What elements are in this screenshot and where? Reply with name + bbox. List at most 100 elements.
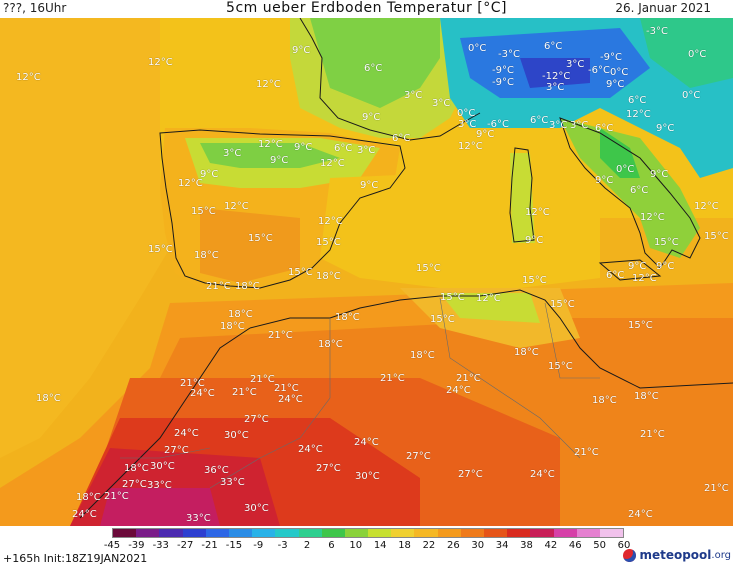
temperature-label: 15°C (704, 231, 729, 242)
temperature-label: 30°C (355, 471, 380, 482)
temperature-map[interactable]: 12°C 12°C 12°C 9°C 6°C 0°C -3°C 6°C -3°C -9°C 0°C -… (0, 18, 733, 526)
temperature-label: 21°C (206, 281, 231, 292)
temperature-label: 6°C (628, 95, 647, 106)
logo-suffix: .org (711, 549, 731, 561)
color-scale-swatch (484, 529, 508, 537)
temperature-label: 24°C (278, 394, 303, 405)
temperature-label: -3°C (646, 26, 668, 37)
temperature-label: 21°C (456, 373, 481, 384)
temperature-label: 21°C (380, 373, 405, 384)
temperature-label: 27°C (406, 451, 431, 462)
color-scale-tick: 22 (422, 540, 436, 551)
temperature-label: 6°C (595, 123, 614, 134)
temperature-label: 15°C (316, 237, 341, 248)
temperature-label: 24°C (628, 509, 653, 520)
color-scale-ticks: -45 -39 -33 -27 -21 -15 -9 -3 2 6 10 14 18 22 26 30 34 38… (104, 540, 631, 552)
color-scale-swatch (530, 529, 554, 537)
color-scale-tick: 18 (398, 540, 411, 551)
temperature-label: 3°C (357, 145, 376, 156)
temperature-label: 18°C (76, 492, 101, 503)
temperature-label: 18°C (634, 391, 659, 402)
color-scale-tick: 14 (373, 540, 387, 551)
temperature-label: 15°C (550, 299, 575, 310)
color-scale-tick: 60 (617, 540, 631, 551)
temperature-label: 33°C (186, 513, 211, 524)
color-scale-swatch (252, 529, 276, 537)
temperature-label: 15°C (430, 314, 455, 325)
temperature-label: 33°C (147, 480, 172, 491)
temperature-label: 3°C (570, 120, 589, 131)
temperature-label: 24°C (354, 437, 379, 448)
temperature-label: 3°C (549, 120, 568, 131)
color-scale-swatch (460, 529, 484, 537)
temperature-label: 21°C (574, 447, 599, 458)
color-scale-tick: -3 (277, 540, 288, 551)
temperature-label: 0°C (468, 43, 487, 54)
color-scale-swatch (298, 529, 322, 537)
temperature-label: 15°C (191, 206, 216, 217)
color-scale-swatch (368, 529, 392, 537)
temperature-label: 9°C (362, 112, 381, 123)
temperature-label: 15°C (288, 267, 313, 278)
temperature-label: 12°C (224, 201, 249, 212)
temperature-label: 12°C (178, 178, 203, 189)
temperature-label: 0°C (616, 164, 635, 175)
temperature-label: 18°C (514, 347, 539, 358)
temperature-label: 36°C (204, 465, 229, 476)
temperature-label: 12°C (694, 201, 719, 212)
temperature-label: 12°C (320, 158, 345, 169)
color-scale-tick: 26 (446, 540, 460, 551)
temperature-label: 27°C (122, 479, 147, 490)
temperature-label: 9°C (294, 142, 313, 153)
temperature-label: 24°C (72, 509, 97, 520)
color-scale-swatch (321, 529, 345, 537)
temperature-label: 15°C (548, 361, 573, 372)
color-scale-swatch (391, 529, 415, 537)
color-scale-tick: 6 (328, 540, 335, 551)
color-scale-swatch (228, 529, 253, 537)
temperature-label: 9°C (292, 45, 311, 56)
temperature-label: 15°C (440, 292, 465, 303)
temperature-label: 9°C (606, 79, 625, 90)
temperature-label: 24°C (190, 388, 215, 399)
temperature-label: 18°C (335, 312, 360, 323)
map-canvas (0, 18, 733, 526)
color-scale-swatch (576, 529, 600, 537)
logo-name: meteopool (639, 548, 712, 562)
temperature-label: 3°C (546, 82, 565, 93)
temperature-label: 21°C (268, 330, 293, 341)
temperature-label: 0°C (610, 67, 629, 78)
color-scale-swatch (344, 529, 369, 537)
temperature-label: 15°C (522, 275, 547, 286)
temperature-label: 9°C (628, 261, 647, 272)
color-scale-tick: -9 (253, 540, 264, 551)
temperature-label: 27°C (316, 463, 341, 474)
temperature-label: 6°C (364, 63, 383, 74)
temperature-label: -6°C (588, 65, 610, 76)
meteopool-logo[interactable]: meteopool .org (623, 548, 731, 562)
temperature-label: 18°C (124, 463, 149, 474)
temperature-label: 12°C (640, 212, 665, 223)
temperature-label: -12°C (542, 71, 571, 82)
color-scale-swatch (182, 529, 206, 537)
temperature-label: 12°C (458, 141, 483, 152)
header-bar: ???, 16Uhr 5cm ueber Erdboden Temperatur… (0, 0, 733, 18)
temperature-label: 27°C (164, 445, 189, 456)
temperature-label: 12°C (632, 273, 657, 284)
temperature-label: 3°C (566, 59, 585, 70)
temperature-label: 24°C (446, 385, 471, 396)
temperature-label: 6°C (544, 41, 563, 52)
temperature-label: -9°C (600, 52, 622, 63)
color-scale-tick: 10 (349, 540, 363, 551)
temperature-label: 30°C (224, 430, 249, 441)
color-scale-tick: 2 (303, 540, 311, 551)
color-scale-tick: -33 (152, 540, 169, 551)
color-scale-swatch (553, 529, 577, 537)
temperature-label: 9°C (656, 261, 675, 272)
temperature-label: 33°C (220, 477, 245, 488)
color-scale-swatch (159, 529, 183, 537)
temperature-label: 12°C (16, 72, 41, 83)
temperature-label: 21°C (274, 383, 299, 394)
temperature-label: 24°C (530, 469, 555, 480)
color-scale-tick: 46 (568, 540, 582, 551)
